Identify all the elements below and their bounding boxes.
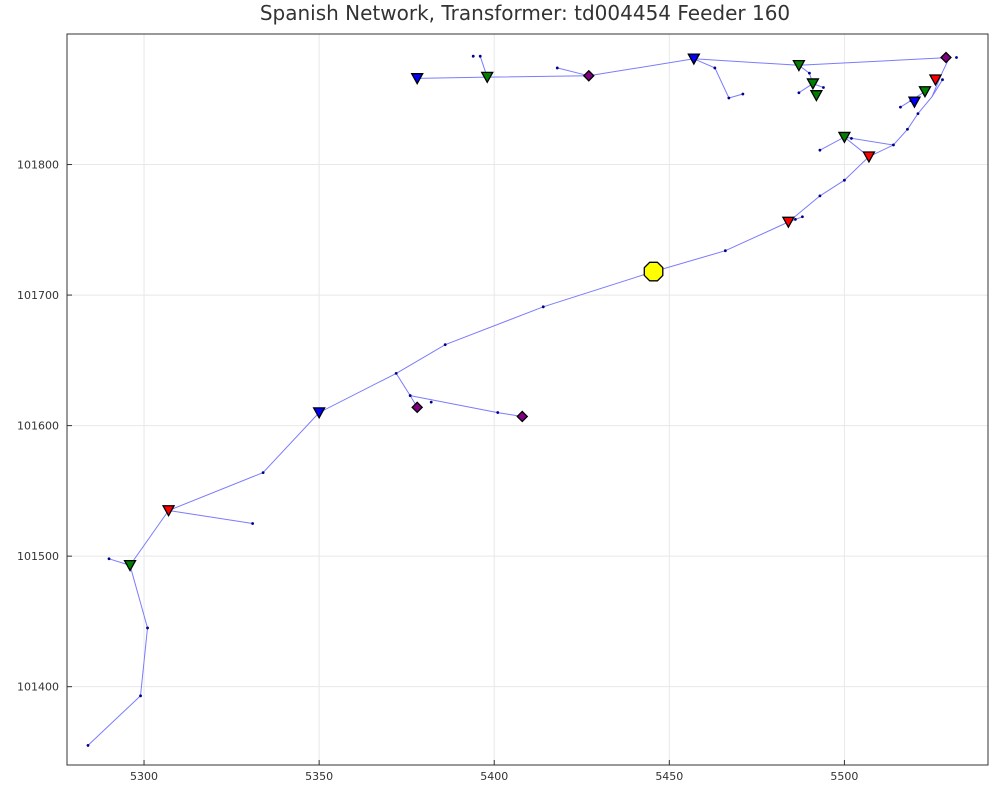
bus-point	[471, 54, 475, 58]
network-buses	[86, 54, 958, 747]
bus-point	[818, 148, 822, 152]
load-triangle-green	[918, 86, 932, 98]
load-diamond-purple	[516, 410, 529, 423]
load-triangle-green	[806, 78, 820, 91]
bus-point	[713, 66, 717, 70]
bus-point	[916, 112, 920, 116]
y-tick-label: 101800	[17, 159, 59, 172]
load-triangle-green	[809, 90, 824, 102]
bus-point	[843, 178, 846, 182]
y-tick-label: 101600	[17, 420, 59, 433]
bus-point	[408, 394, 412, 397]
bus-point	[892, 143, 895, 147]
grid	[67, 34, 988, 765]
network-edge	[693, 58, 744, 99]
bus-point	[808, 71, 811, 75]
network-edge	[168, 510, 253, 524]
load-triangle-blue	[312, 407, 326, 420]
load-triangle-blue	[687, 53, 701, 66]
x-tick-label: 5500	[830, 770, 858, 783]
bus-point	[251, 522, 255, 525]
bus-point	[906, 127, 909, 131]
bus-point	[727, 96, 731, 100]
bus-point	[899, 105, 902, 109]
bus-point	[723, 249, 727, 253]
axis-ticks: 5300 5350 5400 5450 5500 101400 101500 101600 10…	[17, 159, 858, 783]
load-triangle-red	[928, 74, 943, 87]
bus-point	[800, 215, 804, 219]
bus-point	[941, 78, 944, 82]
bus-point	[429, 400, 433, 404]
bus-point	[107, 557, 111, 561]
bus-point	[541, 305, 545, 309]
load-triangle-green	[123, 559, 137, 572]
network-edge	[410, 395, 523, 417]
network-edges	[87, 56, 950, 746]
load-diamond-purple	[582, 69, 595, 82]
bus-point	[496, 411, 500, 414]
y-tick-label: 101700	[17, 289, 59, 302]
load-triangle-red	[781, 216, 795, 229]
load-triangle-red	[161, 505, 176, 518]
x-tick-label: 5300	[130, 770, 158, 783]
x-tick-label: 5400	[480, 770, 508, 783]
bus-point	[261, 471, 265, 474]
chart-title: Spanish Network, Transformer: td004454 F…	[260, 1, 790, 25]
network-edge	[557, 67, 589, 77]
load-diamond-purple	[940, 51, 952, 64]
bus-point	[394, 371, 398, 375]
bus-point	[955, 56, 958, 59]
network-edge	[395, 373, 418, 408]
bus-point	[86, 744, 90, 747]
network-edge	[819, 136, 894, 151]
bus-point	[478, 54, 482, 58]
bus-point	[146, 626, 149, 630]
y-tick-label: 101500	[17, 550, 59, 563]
bus-point	[555, 66, 559, 70]
plot-frame	[66, 33, 989, 766]
network-edge	[653, 221, 789, 273]
load-triangle-red	[862, 151, 876, 164]
bus-point	[818, 194, 822, 198]
network-edge	[788, 57, 950, 223]
bus-point	[793, 217, 797, 221]
load-triangle-green	[837, 131, 852, 144]
x-tick-label: 5450	[655, 770, 683, 783]
network-edge	[417, 57, 950, 79]
bus-point	[443, 343, 447, 347]
transformer-marker	[643, 261, 664, 282]
bus-point	[139, 694, 142, 698]
bus-point	[797, 91, 801, 95]
network-edge	[931, 79, 943, 97]
network-markers	[123, 51, 952, 572]
load-triangle-green	[792, 60, 806, 72]
bus-point	[822, 86, 825, 89]
load-triangle-green	[480, 71, 494, 84]
bus-point	[850, 137, 853, 140]
load-triangle-blue	[410, 73, 424, 85]
load-triangle-blue	[907, 96, 922, 109]
x-tick-label: 5350	[305, 770, 333, 783]
bus-point	[741, 92, 745, 96]
load-diamond-purple	[411, 401, 424, 414]
y-tick-label: 101400	[17, 681, 59, 694]
